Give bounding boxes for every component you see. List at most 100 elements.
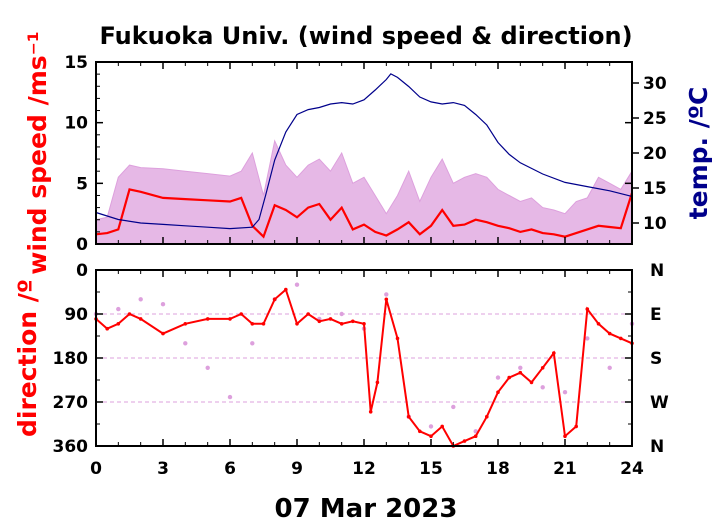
time-tick-label: 9: [291, 459, 303, 479]
gust-direction-point: [116, 306, 121, 312]
wind-speed-tick-label: 0: [76, 235, 88, 255]
gust-direction-point: [518, 365, 523, 370]
direction-point: [440, 424, 445, 429]
temperature-tick-label: 25: [643, 109, 667, 129]
direction-tick-label: 90: [64, 305, 88, 325]
wind-speed-tick-label: 5: [76, 174, 88, 194]
direction-point: [619, 336, 623, 341]
direction-point: [272, 297, 277, 302]
direction-point: [473, 434, 478, 439]
direction-point: [496, 390, 500, 395]
compass-tick-label: W: [650, 393, 669, 413]
direction-point: [574, 424, 578, 429]
direction-panel: 0 N 90 E 180 S 270 W 360 N 0 3 6 9 12 15 18 21 24: [53, 261, 670, 479]
direction-point: [328, 317, 333, 321]
wind-speed-axis-label: wind speed /ms⁻¹: [23, 31, 52, 275]
direction-point: [284, 287, 288, 292]
time-tick-label: 0: [90, 459, 102, 479]
compass-tick-label: N: [650, 437, 664, 457]
direction-tick-label: 270: [53, 393, 89, 413]
gust-direction-point: [428, 424, 434, 429]
direction-axis-label: direction /º: [13, 279, 42, 437]
direction-point: [607, 331, 612, 336]
direction-point: [462, 439, 467, 443]
gust-direction-point: [183, 341, 188, 346]
date-label: 07 Mar 2023: [275, 494, 458, 524]
direction-point: [429, 434, 433, 439]
gust-series-area: [95, 139, 633, 245]
direction-point: [375, 380, 380, 385]
wind-speed-tick-label: 10: [64, 114, 88, 134]
time-tick-label: 12: [352, 459, 376, 479]
direction-point: [205, 317, 210, 321]
direction-point: [563, 434, 567, 439]
time-tick-label: 24: [620, 459, 644, 479]
temperature-tick-label: 15: [643, 179, 667, 199]
time-tick-label: 3: [157, 459, 169, 479]
gust-direction-point: [607, 365, 612, 370]
compass-tick-label: S: [650, 349, 662, 369]
direction-tick-label: 360: [53, 437, 89, 457]
direction-point: [507, 375, 512, 380]
temperature-tick-label: 20: [643, 144, 667, 164]
direction-point: [261, 322, 266, 326]
direction-point: [395, 336, 400, 341]
time-tick-label: 6: [224, 459, 236, 479]
direction-point: [250, 322, 255, 326]
gust-direction-point: [294, 282, 300, 287]
direction-point: [161, 331, 165, 336]
direction-point: [138, 317, 143, 321]
direction-point: [529, 380, 534, 385]
direction-point: [368, 410, 373, 414]
direction-point: [116, 322, 121, 326]
direction-point: [339, 322, 344, 326]
direction-point: [406, 414, 411, 419]
direction-point: [552, 351, 556, 355]
time-tick-label: 21: [553, 459, 577, 479]
gust-direction-point: [138, 297, 143, 302]
temperature-tick-label: 10: [643, 214, 667, 234]
direction-point: [596, 322, 601, 326]
direction-point: [362, 322, 366, 326]
direction-point: [317, 319, 322, 324]
direction-point: [306, 312, 311, 316]
gust-direction-point: [227, 394, 233, 400]
temperature-axis-label: temp. /ºC: [684, 87, 713, 220]
direction-point: [540, 366, 545, 370]
gust-direction-point: [339, 311, 344, 317]
direction-point: [127, 312, 132, 316]
direction-series-line: [95, 287, 633, 448]
gust-direction-point: [562, 390, 568, 395]
direction-tick-label: 0: [76, 261, 88, 281]
compass-tick-label: E: [650, 305, 662, 325]
temperature-series-line: [95, 73, 633, 230]
direction-point: [183, 322, 188, 326]
time-tick-label: 18: [486, 459, 510, 479]
wind-speed-tick-label: 15: [64, 53, 88, 73]
gust-direction-point: [384, 292, 389, 297]
direction-point: [418, 429, 422, 434]
direction-point: [351, 319, 355, 324]
wind-speed-series-line: [95, 188, 634, 239]
direction-tick-label: 180: [53, 349, 89, 369]
direction-point: [105, 326, 109, 331]
chart-title: Fukuoka Univ. (wind speed & direction): [99, 22, 632, 50]
direction-point: [228, 317, 232, 321]
gust-direction-point: [160, 302, 166, 307]
gust-direction-point: [585, 336, 590, 341]
time-tick-label: 15: [419, 459, 443, 479]
direction-point: [295, 322, 299, 326]
direction-point: [239, 312, 243, 316]
wind-speed-panel: 0 5 10 15 10 15 20 25 30: [64, 53, 667, 255]
gust-direction-point: [540, 385, 545, 390]
direction-point: [384, 297, 389, 302]
direction-point: [485, 414, 489, 419]
direction-point: [585, 307, 590, 311]
direction-point: [518, 370, 523, 375]
gust-direction-point: [250, 341, 255, 346]
gust-direction-point: [205, 365, 210, 370]
temperature-tick-label: 30: [643, 74, 667, 94]
gust-direction-point: [451, 404, 456, 410]
gust-direction-point: [495, 375, 501, 380]
